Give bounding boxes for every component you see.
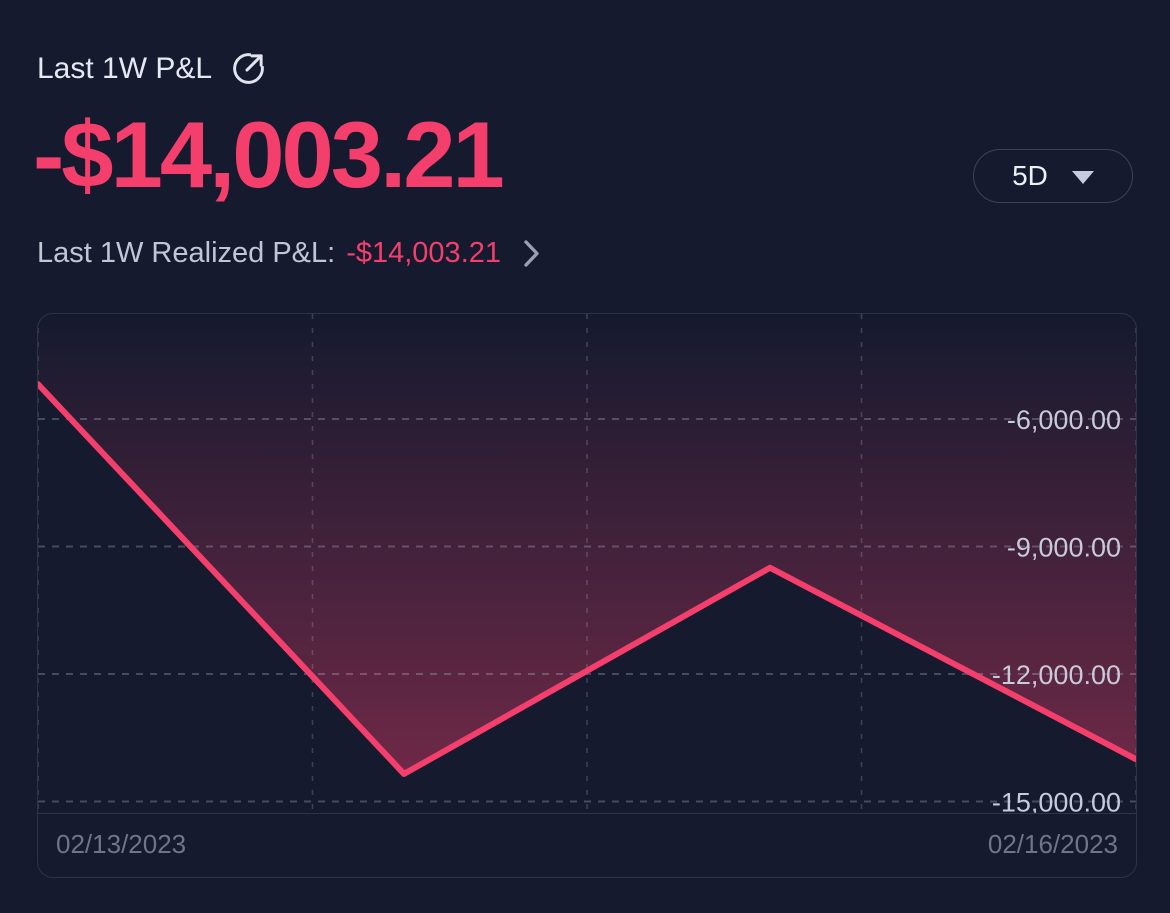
pnl-line xyxy=(38,381,1136,777)
y-tick-label: -9,000.00 xyxy=(1007,532,1121,562)
realized-pnl-value: -$14,003.21 xyxy=(346,237,502,269)
chevron-down-icon xyxy=(1071,170,1094,184)
range-selector-button[interactable]: 5D xyxy=(973,149,1133,203)
y-tick-label: -6,000.00 xyxy=(1007,405,1121,435)
card-header: Last 1W P&L xyxy=(37,50,267,87)
pnl-line-chart: -6,000.00 -9,000.00 -12,000.00 -15,000.00 xyxy=(38,314,1136,813)
realized-pnl-label: Last 1W Realized P&L: xyxy=(37,237,336,269)
range-selected-label: 5D xyxy=(1012,160,1048,191)
y-tick-label: -15,000.00 xyxy=(992,788,1121,813)
realized-pnl-row[interactable]: Last 1W Realized P&L: -$14,003.21 xyxy=(37,237,541,270)
card-title: Last 1W P&L xyxy=(37,51,213,85)
x-axis: 02/13/2023 02/16/2023 xyxy=(38,814,1136,860)
x-axis-label-start: 02/13/2023 xyxy=(56,829,187,859)
external-link-icon[interactable] xyxy=(230,50,267,87)
pnl-area-fill xyxy=(38,314,1136,774)
pnl-chart-card: -6,000.00 -9,000.00 -12,000.00 -15,000.00 0… xyxy=(37,313,1137,878)
chevron-right-icon[interactable] xyxy=(522,238,541,269)
y-tick-label: -12,000.00 xyxy=(992,660,1121,690)
total-pnl-value: -$14,003.21 xyxy=(33,102,505,207)
pnl-chart-plot[interactable]: -6,000.00 -9,000.00 -12,000.00 -15,000.00 xyxy=(38,314,1136,814)
x-axis-label-end: 02/16/2023 xyxy=(987,829,1118,859)
